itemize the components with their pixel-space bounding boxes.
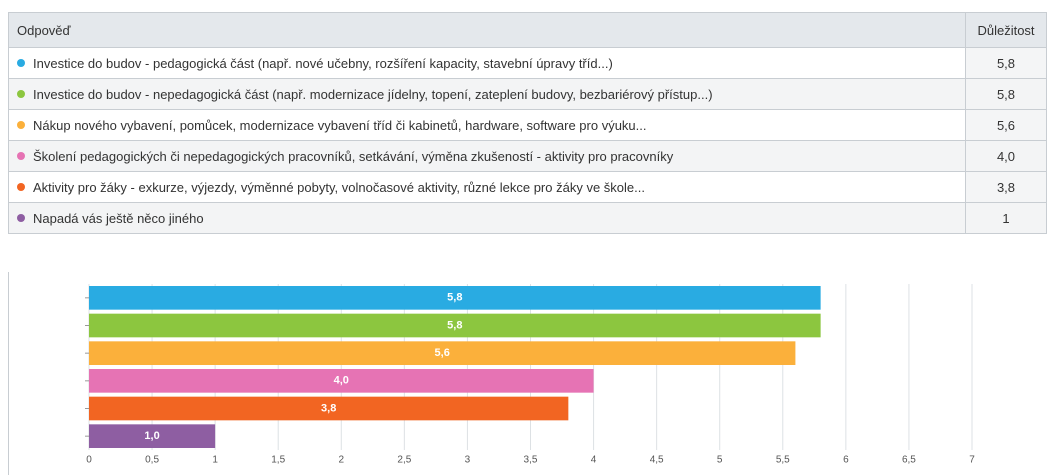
header-cell: Odpověď bbox=[8, 12, 966, 48]
color-dot bbox=[17, 182, 25, 191]
bar bbox=[89, 341, 796, 365]
bar-value-label: 5,8 bbox=[447, 319, 462, 331]
bar bbox=[89, 286, 821, 310]
bar bbox=[89, 424, 216, 448]
answer-text: Aktivity pro žáky - exkurze, výjezdy, vý… bbox=[33, 179, 645, 195]
bar bbox=[89, 369, 594, 393]
table-row: Napadá vás ještě něco jiného 1 bbox=[8, 202, 1047, 234]
answer-cell: Investice do budov - nepedagogická část … bbox=[8, 78, 966, 110]
table-row: Školení pedagogických či nepedagogických… bbox=[8, 140, 1047, 172]
x-tick-label: 6,5 bbox=[902, 455, 916, 466]
answer-cell: Školení pedagogických či nepedagogických… bbox=[8, 140, 966, 172]
bar-value-label: 4,0 bbox=[334, 375, 349, 387]
color-dot bbox=[17, 120, 25, 129]
answer-text: Investice do budov - pedagogická část (n… bbox=[33, 55, 613, 71]
bar bbox=[89, 313, 821, 338]
x-tick-label: 2 bbox=[339, 455, 345, 466]
color-dot bbox=[17, 151, 25, 160]
bar-value-label: 5,8 bbox=[447, 292, 462, 304]
answer-cell: Aktivity pro žáky - exkurze, výjezdy, vý… bbox=[8, 171, 966, 203]
answer-text: Investice do budov - nepedagogická část … bbox=[33, 86, 713, 102]
color-dot bbox=[17, 89, 25, 98]
answer-text: Nákup nového vybavení, pomůcek, moderniz… bbox=[33, 117, 647, 133]
bar-value-label: 5,6 bbox=[435, 347, 450, 359]
table-row: Investice do budov - pedagogická část (n… bbox=[8, 47, 1047, 79]
table-wrap: Odpověď Důležitost Investice do budov - … bbox=[8, 12, 1047, 234]
x-tick-label: 3,5 bbox=[524, 455, 538, 466]
answer-cell: Nákup nového vybavení, pomůcek, moderniz… bbox=[8, 109, 966, 141]
x-tick-label: 7 bbox=[969, 455, 975, 466]
answer-cell: Investice do budov - pedagogická část (n… bbox=[8, 47, 966, 79]
table: Odpověď Důležitost Investice do budov - … bbox=[8, 12, 1047, 234]
x-tick-label: 6 bbox=[843, 455, 849, 466]
x-tick-label: 5 bbox=[717, 455, 723, 466]
value-cell: 5,8 bbox=[965, 47, 1047, 79]
value-cell: 5,8 bbox=[965, 78, 1047, 110]
table-row: Aktivity pro žáky - exkurze, výjezdy, vý… bbox=[8, 171, 1047, 203]
value-cell: 4,0 bbox=[965, 140, 1047, 172]
bar bbox=[89, 396, 569, 421]
bar-value-label: 3,8 bbox=[321, 402, 336, 414]
table-row: Nákup nového vybavení, pomůcek, moderniz… bbox=[8, 109, 1047, 141]
x-tick-label: 1,5 bbox=[271, 455, 285, 466]
header-row: Odpověď Důležitost bbox=[8, 12, 1047, 48]
answer-text: Napadá vás ještě něco jiného bbox=[33, 210, 204, 226]
x-tick-label: 1 bbox=[212, 455, 218, 466]
x-tick-label: 3 bbox=[465, 455, 471, 466]
header-cell: Důležitost bbox=[965, 12, 1047, 48]
x-tick-label: 0,5 bbox=[145, 455, 159, 466]
color-dot bbox=[17, 58, 25, 67]
table-body: Investice do budov - pedagogická část (n… bbox=[8, 47, 1047, 234]
color-dot bbox=[17, 213, 25, 222]
x-tick-label: 5,5 bbox=[776, 455, 790, 466]
answer-cell: Napadá vás ještě něco jiného bbox=[8, 202, 966, 234]
x-tick-label: 4 bbox=[591, 455, 597, 466]
answer-text: Školení pedagogických či nepedagogických… bbox=[33, 148, 674, 164]
x-tick-label: 0 bbox=[86, 455, 92, 466]
x-tick-label: 2,5 bbox=[397, 455, 411, 466]
value-cell: 3,8 bbox=[965, 171, 1047, 203]
value-cell: 1 bbox=[965, 202, 1047, 234]
table-row: Investice do budov - nepedagogická část … bbox=[8, 78, 1047, 110]
x-tick-label: 4,5 bbox=[650, 455, 664, 466]
value-cell: 5,6 bbox=[965, 109, 1047, 141]
chart: 0 0,5 1 1,5 2 2,5 3 3,5 4 4,5 5 5,5 6 6,5 7 5,8 5,8 5,6 4,… bbox=[8, 272, 975, 475]
bar-value-label: 1,0 bbox=[144, 430, 159, 442]
